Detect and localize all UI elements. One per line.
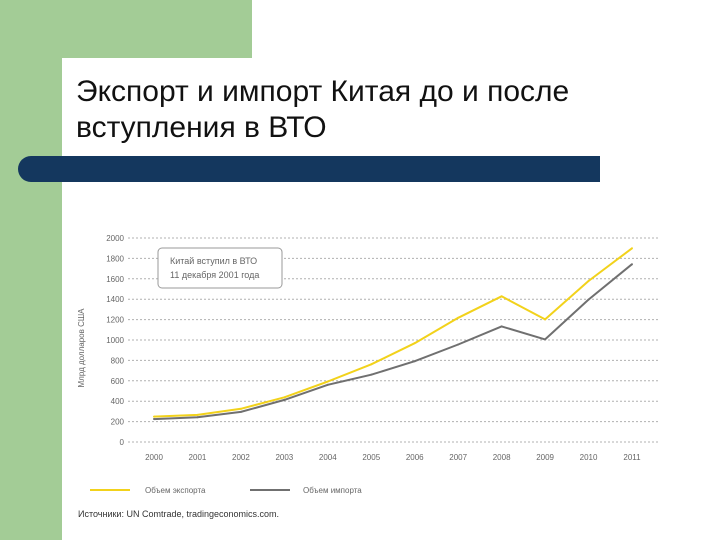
callout-box (157, 247, 283, 289)
callout-line-1: Китай вступил в ВТО (170, 256, 257, 266)
x-tick-label: 2002 (232, 453, 250, 462)
x-tick-label: 2003 (275, 453, 293, 462)
y-tick-label: 0 (120, 438, 125, 447)
series-lines (153, 247, 633, 421)
x-tick-label: 2006 (406, 453, 424, 462)
series-line-import (153, 263, 633, 421)
data-point-import (370, 373, 373, 376)
data-point-export (413, 342, 416, 345)
data-point-import (413, 360, 416, 363)
data-point-export (239, 407, 242, 410)
data-point-export (153, 415, 155, 418)
x-tick-label: 2005 (362, 453, 380, 462)
source-note: Источники: UN Comtrade, tradingeconomics… (78, 509, 280, 519)
y-tick-label: 800 (111, 356, 125, 365)
x-tick-labels: 2000 2001 2002 2003 2004 2005 2006 2007 2008 2009… (145, 453, 641, 462)
y-tick-label: 1600 (106, 275, 124, 284)
title-rule (18, 156, 600, 182)
x-tick-label: 2008 (493, 453, 511, 462)
y-tick-label: 1000 (106, 336, 124, 345)
y-axis-label: Млрд долларов США (77, 308, 86, 388)
x-tick-label: 2009 (536, 453, 554, 462)
data-point-import (196, 416, 199, 419)
legend-label-import: Объем импорта (303, 486, 362, 495)
y-tick-label: 1200 (106, 316, 124, 325)
data-point-export (587, 280, 590, 283)
y-tick-labels: 0 200 400 600 800 1000 1200 1400 1600 1800 2000 (106, 234, 124, 447)
data-point-import (457, 343, 460, 346)
slide-title: Экспорт и импорт Китая до и после вступл… (76, 75, 570, 144)
x-tick-label: 2004 (319, 453, 337, 462)
chart: 0 200 400 600 800 1000 1200 1400 1600 1800 2000 20… (77, 234, 658, 495)
data-point-import (239, 410, 242, 413)
wto-callout: Китай вступил в ВТО 11 декабря 2001 года (157, 247, 283, 289)
data-point-import (631, 263, 633, 266)
data-point-export (631, 247, 633, 250)
legend: Объем экспорта Объем импорта (90, 486, 362, 495)
callout-line-2: 11 декабря 2001 года (170, 270, 259, 280)
y-tick-label: 1400 (106, 295, 124, 304)
x-tick-label: 2001 (189, 453, 207, 462)
x-tick-label: 2011 (623, 453, 641, 462)
x-tick-label: 2000 (145, 453, 163, 462)
accent-block (0, 0, 252, 58)
data-point-import (587, 298, 590, 301)
y-tick-label: 2000 (106, 234, 124, 243)
data-point-import (153, 418, 155, 421)
data-point-export (544, 318, 547, 321)
data-point-export (370, 363, 373, 366)
data-point-export (500, 295, 503, 298)
data-point-export (326, 380, 329, 383)
data-point-export (457, 316, 460, 319)
y-tick-label: 400 (111, 397, 125, 406)
y-tick-label: 600 (111, 377, 125, 386)
x-tick-label: 2010 (580, 453, 598, 462)
data-point-export (283, 396, 286, 399)
data-point-export (196, 413, 199, 416)
data-point-import (500, 325, 503, 328)
data-point-import (326, 383, 329, 386)
x-tick-label: 2007 (449, 453, 467, 462)
series-line-export (153, 247, 633, 418)
accent-sidebar (0, 58, 62, 540)
y-tick-label: 200 (111, 418, 125, 427)
legend-label-export: Объем экспорта (145, 486, 206, 495)
data-point-import (283, 398, 286, 401)
data-point-import (544, 338, 547, 341)
y-tick-label: 1800 (106, 254, 124, 263)
